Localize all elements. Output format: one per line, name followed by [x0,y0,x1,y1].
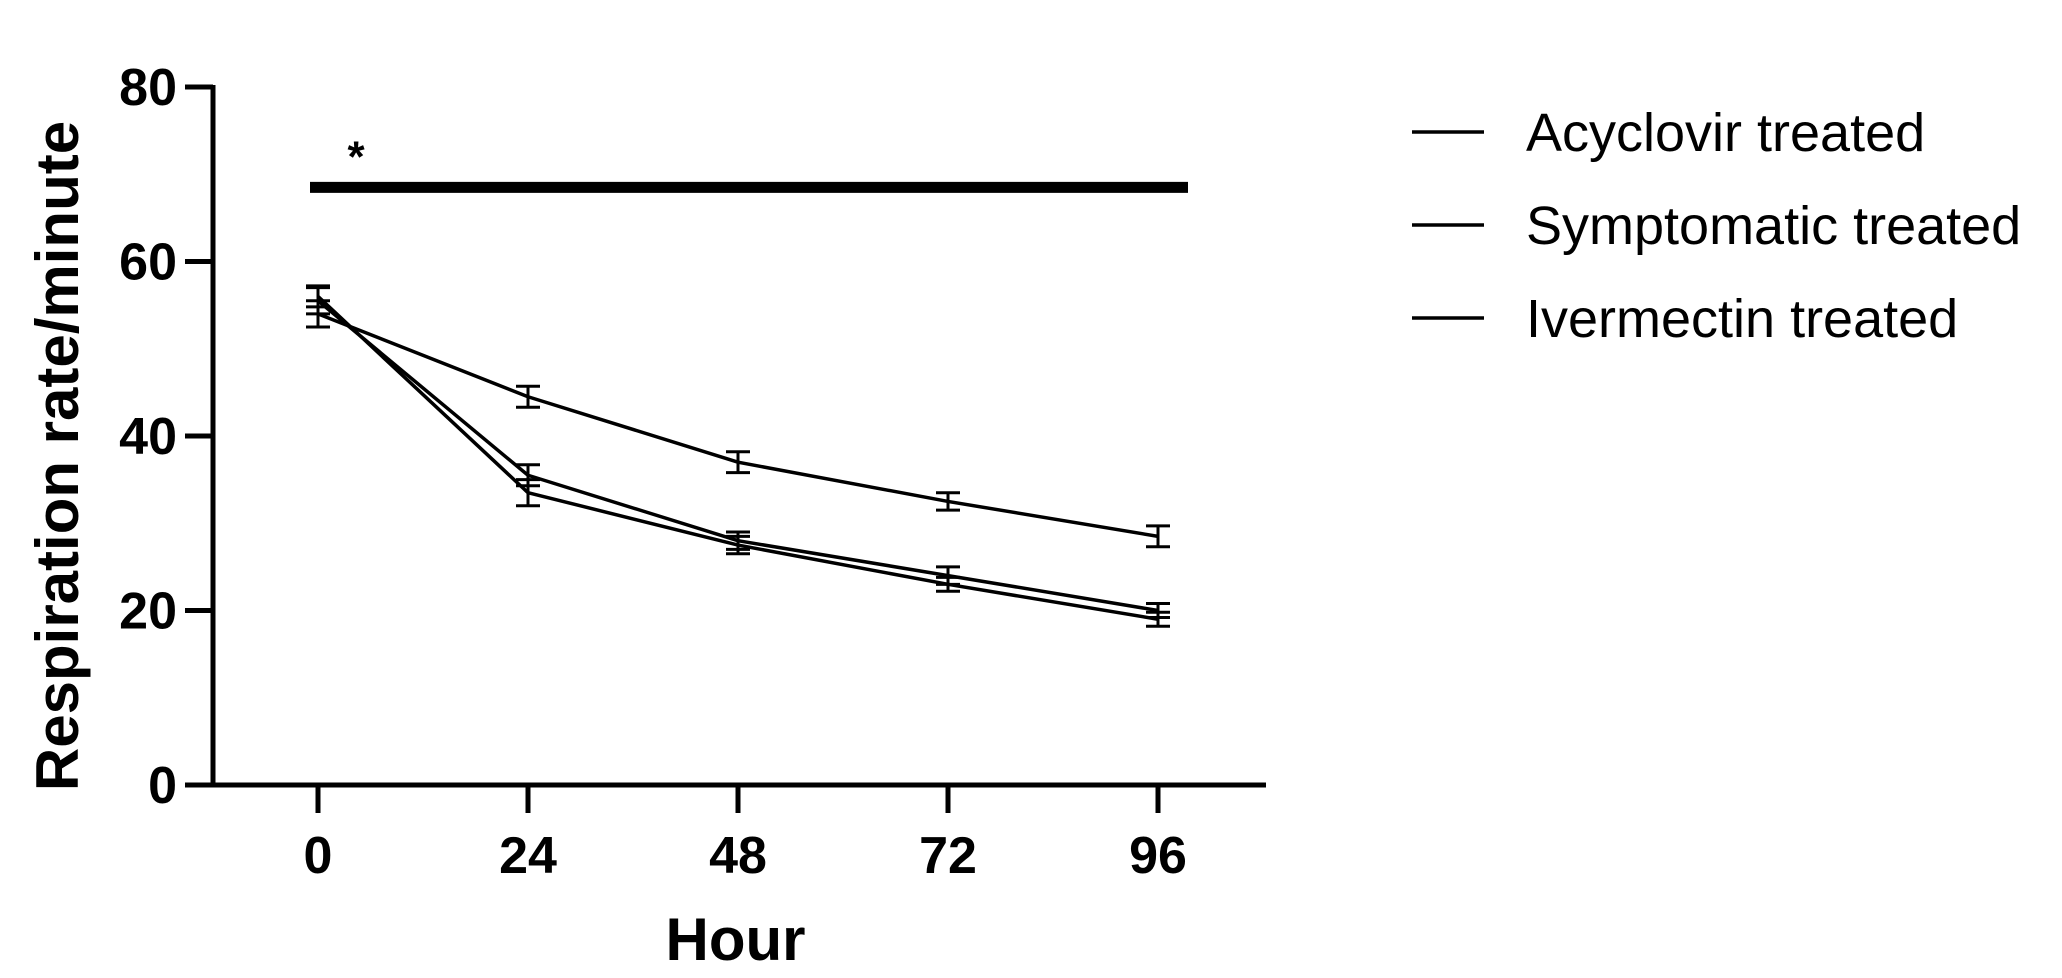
legend-label: Symptomatic treated [1526,196,2021,256]
x-tick-label: 96 [1129,827,1187,885]
y-ticks: 0 20 40 60 80 [119,59,213,815]
series-2 [306,299,1170,549]
x-tick-label: 0 [304,827,333,885]
error-bar [306,284,330,309]
series [306,284,1170,628]
legend-item: Ivermectin treated [1412,289,1958,349]
y-tick-label: 80 [119,59,177,117]
error-bar [1146,524,1170,549]
y-tick-label: 0 [148,757,177,815]
annotations: * [310,132,1188,193]
y-tick-label: 20 [119,583,177,641]
x-tick-label: 72 [919,827,977,885]
legend-item: Symptomatic treated [1412,196,2021,256]
error-bar [936,491,960,512]
x-ticks: 0 24 48 72 96 [304,785,1187,885]
legend-item: Acyclovir treated [1412,103,1925,163]
x-axis-title: Hour [666,906,806,973]
x-tick-label: 48 [709,827,767,885]
legend: Acyclovir treated Symptomatic treated Iver… [1412,103,2021,349]
y-axis-title: Respiration rate/minute [24,121,91,791]
series-line [317,312,1159,539]
legend-label: Ivermectin treated [1526,289,1958,349]
error-bar [1146,610,1170,628]
error-bar [516,384,540,409]
error-bar [726,534,750,556]
series-3 [306,284,1170,628]
error-bar [516,478,540,508]
significance-asterisk: * [347,132,365,181]
y-tick-label: 60 [119,234,177,292]
error-bar [936,575,960,593]
legend-label: Acyclovir treated [1526,103,1925,163]
error-bar [726,450,750,475]
x-tick-label: 24 [499,827,557,885]
y-tick-label: 40 [119,408,177,466]
